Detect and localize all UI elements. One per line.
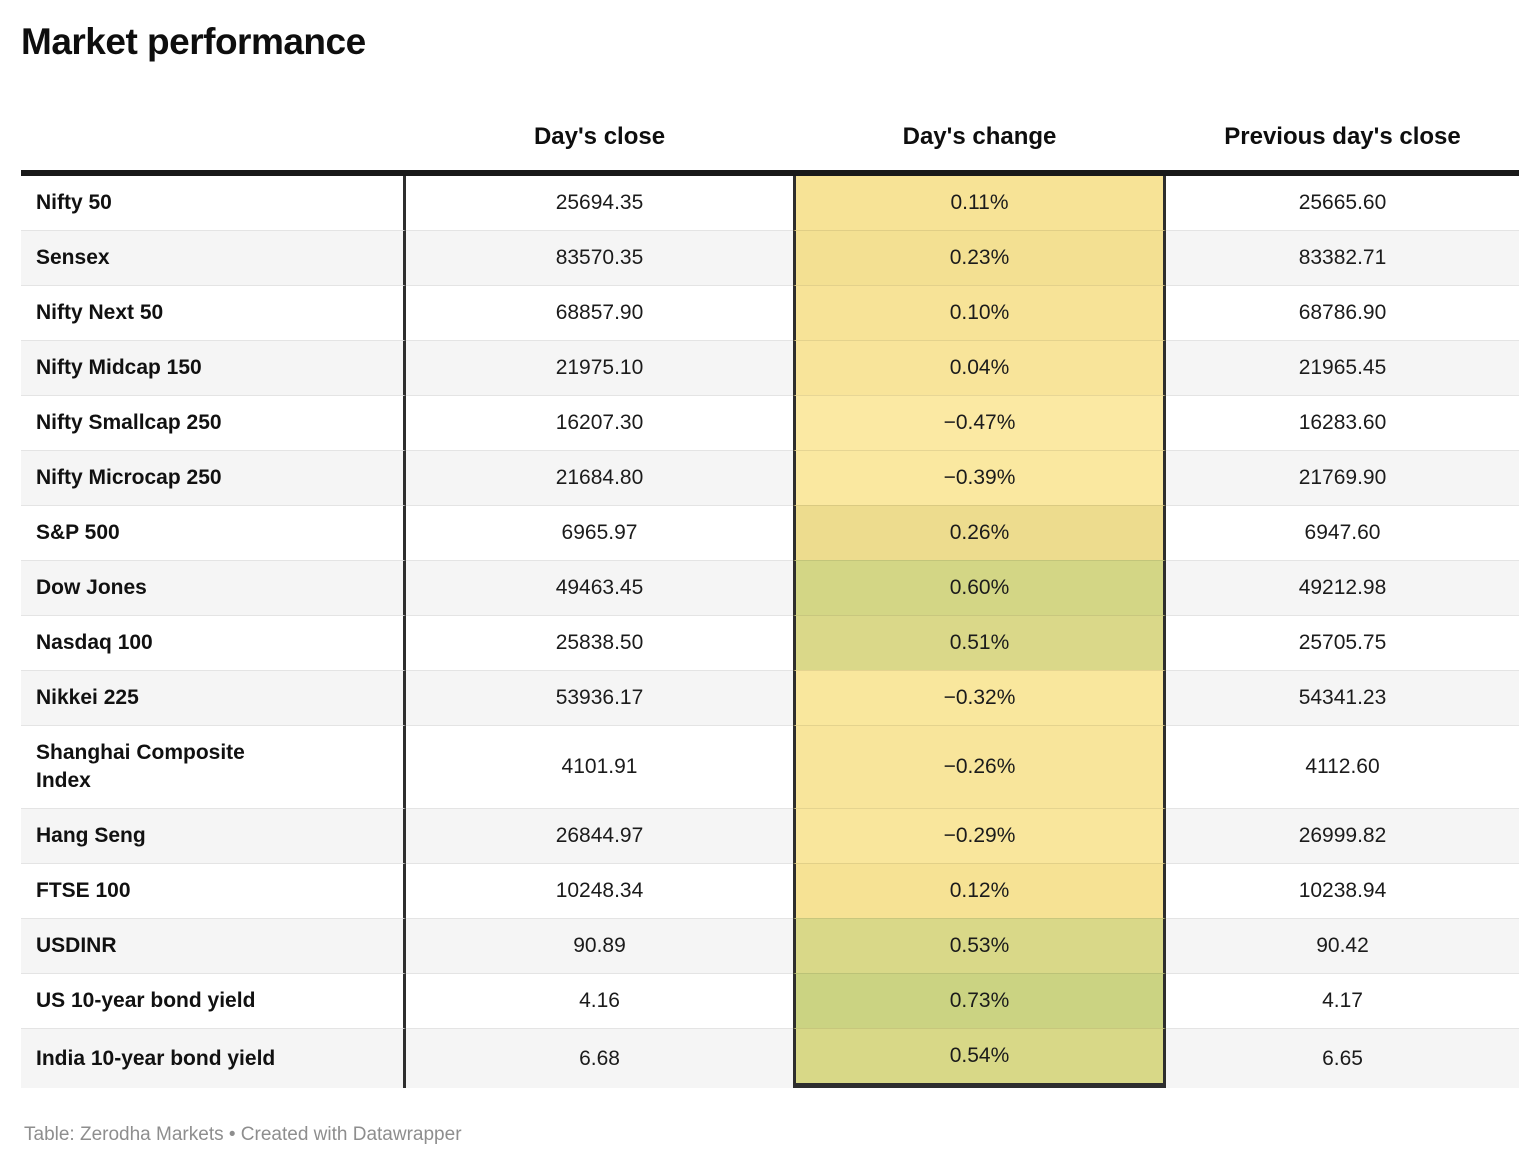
table-row: Nasdaq 100 25838.50 0.51% 25705.75	[21, 615, 1519, 671]
table-row: USDINR 90.89 0.53% 90.42	[21, 918, 1519, 974]
row-label: Nikkei 225	[21, 670, 406, 726]
days-change-value: −0.39%	[793, 450, 1166, 506]
previous-close-value: 4.17	[1166, 973, 1519, 1028]
days-close-value: 83570.35	[406, 230, 793, 286]
header-days-close: Day's close	[406, 123, 793, 177]
table-row: Nikkei 225 53936.17 −0.32% 54341.23	[21, 670, 1519, 726]
row-label: USDINR	[21, 918, 406, 974]
previous-close-value: 6947.60	[1166, 505, 1519, 560]
days-change-value: 0.51%	[793, 615, 1166, 671]
days-close-value: 21975.10	[406, 340, 793, 396]
days-close-value: 21684.80	[406, 450, 793, 506]
days-close-value: 10248.34	[406, 863, 793, 918]
row-label: Sensex	[21, 230, 406, 286]
days-close-value: 26844.97	[406, 808, 793, 864]
days-close-value: 4101.91	[406, 725, 793, 808]
market-performance-table: Day's close Day's change Previous day's …	[21, 123, 1519, 1089]
previous-close-value: 21769.90	[1166, 450, 1519, 506]
previous-close-value: 10238.94	[1166, 863, 1519, 918]
previous-close-value: 25665.60	[1298, 191, 1387, 215]
previous-close-value: 54341.23	[1166, 670, 1519, 726]
row-label: Shanghai Composite Index	[21, 725, 406, 809]
days-close-value: 25838.50	[406, 615, 793, 670]
header-days-change: Day's change	[793, 123, 1166, 177]
days-change-value: 0.23%	[793, 230, 1166, 286]
days-change-value: 0.53%	[793, 918, 1166, 974]
previous-close-value: 49212.98	[1166, 560, 1519, 616]
table-row: S&P 500 6965.97 0.26% 6947.60	[21, 505, 1519, 561]
days-close-value: 68857.90	[406, 285, 793, 340]
table-row: Nifty Smallcap 250 16207.30 −0.47% 16283.60	[21, 395, 1519, 451]
row-label: Nifty Midcap 150	[21, 340, 406, 396]
header-empty-cell	[21, 123, 406, 177]
table-row: Nifty Microcap 250 21684.80 −0.39% 21769.90	[21, 450, 1519, 506]
days-change-value: −0.26%	[793, 725, 1166, 809]
row-label: Nifty Microcap 250	[21, 450, 406, 506]
previous-close-value: 4112.60	[1166, 725, 1519, 808]
previous-close-value: 68786.90	[1166, 285, 1519, 340]
attribution-line: Table: Zerodha Markets • Created with Da…	[24, 1124, 462, 1146]
row-label: Hang Seng	[21, 808, 406, 864]
table-row: Dow Jones 49463.45 0.60% 49212.98	[21, 560, 1519, 616]
table-row: US 10-year bond yield 4.16 0.73% 4.17	[21, 973, 1519, 1029]
table-row: Nifty Next 50 68857.90 0.10% 68786.90	[21, 285, 1519, 341]
row-label: FTSE 100	[21, 863, 406, 919]
header-previous-days-close: Previous day's close	[1166, 123, 1519, 177]
days-close-value: 4.16	[406, 973, 793, 1028]
row-label: S&P 500	[21, 505, 406, 561]
previous-close-value: 83382.71	[1166, 230, 1519, 286]
table-row: Sensex 83570.35 0.23% 83382.71	[21, 230, 1519, 286]
table-row: Nifty Midcap 150 21975.10 0.04% 21965.45	[21, 340, 1519, 396]
table-row: Hang Seng 26844.97 −0.29% 26999.82	[21, 808, 1519, 864]
days-change-value: 0.10%	[793, 285, 1166, 341]
previous-close-value: 26999.82	[1166, 808, 1519, 864]
days-change-value: 0.12%	[793, 863, 1166, 919]
days-change-value: 0.73%	[793, 973, 1166, 1029]
table-body: Nifty 50 25694.35 0.11% 25665.60 Sensex 83570…	[21, 176, 1519, 1089]
days-change-value: 0.04%	[793, 340, 1166, 396]
row-label: India 10-year bond yield	[21, 1028, 406, 1089]
previous-close-value: 25705.75	[1166, 615, 1519, 670]
previous-close-value: 6.65	[1166, 1028, 1519, 1089]
previous-close-value: 16283.60	[1166, 395, 1519, 450]
days-close-value: 90.89	[406, 918, 793, 974]
page-title: Market performance	[21, 21, 366, 62]
table-row: FTSE 100 10248.34 0.12% 10238.94	[21, 863, 1519, 919]
days-close-value: 49463.45	[406, 560, 793, 616]
row-label: Nifty Next 50	[21, 285, 406, 341]
days-change-value: −0.32%	[793, 670, 1166, 726]
days-close-value: 6965.97	[406, 505, 793, 560]
days-close-value: 53936.17	[406, 670, 793, 726]
days-close-value: 25694.35	[555, 191, 644, 215]
days-change-value: 0.11%	[793, 176, 1166, 231]
days-change-value: −0.47%	[793, 395, 1166, 451]
days-change-value: 0.26%	[793, 505, 1166, 561]
table-row: India 10-year bond yield 6.68 0.54% 6.65	[21, 1028, 1519, 1089]
table-row: Shanghai Composite Index 4101.91 −0.26% 411…	[21, 725, 1519, 809]
days-change-value: −0.29%	[793, 808, 1166, 864]
previous-close-value: 90.42	[1166, 918, 1519, 974]
days-close-value: 6.68	[406, 1028, 793, 1089]
days-change-value: 0.54%	[793, 1028, 1166, 1089]
previous-close-value: 21965.45	[1166, 340, 1519, 396]
row-label: Nifty 50	[21, 176, 406, 231]
row-label: Nifty Smallcap 250	[21, 395, 406, 451]
header-row: Day's close Day's change Previous day's …	[21, 123, 1519, 177]
days-change-value: 0.60%	[793, 560, 1166, 616]
days-close-value: 16207.30	[406, 395, 793, 450]
row-label: US 10-year bond yield	[21, 973, 406, 1029]
row-label: Dow Jones	[21, 560, 406, 616]
table-row: Nifty 50 25694.35 0.11% 25665.60	[21, 176, 1519, 231]
row-label: Nasdaq 100	[21, 615, 406, 671]
